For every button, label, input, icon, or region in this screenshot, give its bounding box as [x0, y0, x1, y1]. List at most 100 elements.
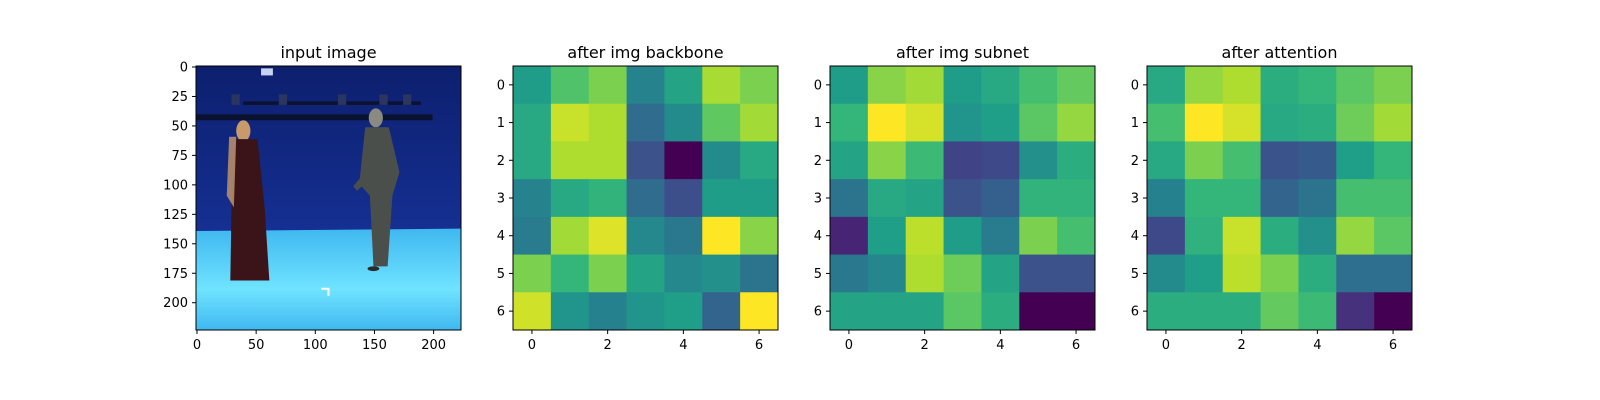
heatmap-1	[513, 66, 779, 331]
heatmap-cell	[1184, 66, 1224, 105]
heatmap-cell	[981, 179, 1020, 218]
heatmap-cell	[1147, 141, 1186, 180]
heatmap-cell	[1374, 66, 1413, 105]
y-tick-label: 3	[814, 192, 822, 207]
x-tick-label: 6	[1072, 338, 1080, 353]
heatmap-cell	[1260, 141, 1299, 180]
x-tick-label: 4	[1313, 338, 1321, 353]
heatmap-cell	[702, 292, 741, 331]
y-tick-label: 2	[497, 154, 505, 169]
heatmap-cell	[588, 66, 628, 105]
heatmap-cell	[1336, 103, 1375, 142]
heatmap-cell	[1019, 141, 1058, 180]
heatmap-cell	[1260, 216, 1299, 256]
heatmap-cell	[1057, 66, 1096, 105]
input-image	[196, 66, 461, 330]
heatmap-cell	[588, 141, 628, 180]
heatmap-cell	[588, 103, 628, 142]
heatmap-cell	[1336, 216, 1375, 256]
heatmap-cell	[1298, 66, 1337, 105]
heatmap-cell	[1184, 292, 1224, 331]
light-rig	[196, 114, 433, 121]
heatmap-cell	[702, 66, 741, 105]
heatmap-cell	[1147, 179, 1186, 218]
x-tick-label: 50	[248, 338, 265, 353]
heatmap-cell	[1298, 292, 1337, 331]
y-tick-label: 6	[1131, 305, 1139, 320]
heatmap-cell	[867, 179, 907, 218]
y-tick-label: 0	[497, 78, 505, 93]
y-tick-label: 4	[814, 229, 822, 244]
heatmap-cell	[981, 66, 1020, 105]
rig-light	[337, 94, 347, 105]
heatmap-cell	[1298, 103, 1337, 142]
heatmap-cell	[1147, 254, 1186, 293]
heatmap-cell	[1057, 141, 1096, 180]
heatmap-cell	[550, 103, 590, 142]
heatmap-cell	[1298, 254, 1337, 293]
heatmap-cell	[1374, 254, 1413, 293]
heatmap-cell	[1222, 103, 1262, 142]
heatmap-cell	[1336, 141, 1375, 180]
heatmap-cell	[1184, 103, 1224, 142]
x-tick-label: 0	[1162, 338, 1170, 353]
heatmap-2	[830, 66, 1096, 331]
heatmap-cell	[1260, 66, 1299, 105]
heatmap-cell	[905, 141, 945, 180]
heatmap-cell	[830, 141, 869, 180]
heatmap-cell	[1057, 292, 1096, 331]
light-rig-upper	[243, 101, 421, 105]
heatmap-cell	[981, 141, 1020, 180]
heatmap-cell	[664, 141, 703, 180]
x-tick-label: 0	[845, 338, 853, 353]
heatmap-cell	[702, 216, 741, 256]
x-tick-label: 6	[1389, 338, 1397, 353]
heatmap-cell	[513, 103, 552, 142]
heatmap-cell	[1374, 141, 1413, 180]
heatmap-3	[1147, 66, 1413, 331]
heatmap-cell	[664, 292, 703, 331]
heatmap-cell	[867, 103, 907, 142]
heatmap-cell	[664, 179, 703, 218]
heatmap-cell	[664, 254, 703, 293]
heatmap-cell	[1184, 141, 1224, 180]
heatmap-cell	[1057, 103, 1096, 142]
heatmap-cell	[550, 292, 590, 331]
heatmap-cell	[1019, 254, 1058, 293]
heatmap-cell	[626, 254, 665, 293]
x-tick-label: 6	[755, 338, 763, 353]
heatmap-cell	[740, 103, 779, 142]
y-tick-label: 1	[814, 116, 822, 131]
panel-title: after img backbone	[567, 43, 723, 62]
y-tick-label: 5	[814, 267, 822, 282]
x-tick-label: 200	[421, 338, 446, 353]
y-tick-label: 0	[1131, 78, 1139, 93]
y-tick-label: 0	[814, 78, 822, 93]
heatmap-cell	[830, 292, 869, 331]
x-tick-label: 2	[604, 338, 612, 353]
heatmap-cell	[1260, 179, 1299, 218]
heatmap-cell	[664, 66, 703, 105]
heatmap-cell	[1298, 216, 1337, 256]
y-tick-label: 100	[163, 178, 188, 193]
heatmap-cell	[550, 216, 590, 256]
x-tick-label: 150	[362, 338, 387, 353]
y-tick-label: 5	[497, 267, 505, 282]
heatmap-cell	[905, 292, 945, 331]
rig-light	[261, 68, 273, 76]
heatmap-cell	[588, 216, 628, 256]
heatmap-cell	[830, 254, 869, 293]
heatmap-cell	[1374, 216, 1413, 256]
y-tick-label: 25	[171, 90, 188, 105]
y-tick-label: 150	[163, 237, 188, 252]
y-tick-label: 4	[497, 229, 505, 244]
heatmap-cell	[1222, 141, 1262, 180]
heatmap-cell	[1222, 292, 1262, 331]
heatmap-cell	[664, 216, 703, 256]
panel-title: input image	[280, 43, 376, 62]
heatmap-cell	[513, 66, 552, 105]
heatmap-cell	[1019, 66, 1058, 105]
axes-2: after img subnet 0 2 4 6 0 1 2 3 4 5 6	[814, 43, 1096, 353]
y-tick-label: 6	[814, 305, 822, 320]
heatmap-cell	[1260, 292, 1299, 331]
